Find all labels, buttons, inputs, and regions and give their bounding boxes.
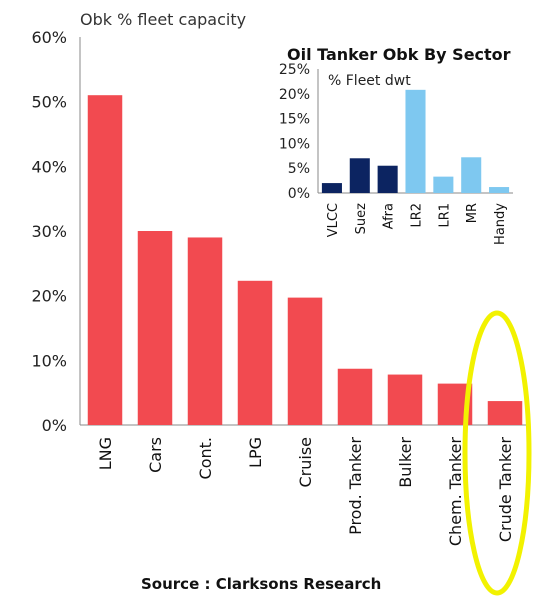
main-y-tick-label: 40% — [31, 157, 67, 176]
inset-y-tick-label: 20% — [279, 87, 310, 103]
x-label-lng: LNG — [96, 437, 115, 470]
x-label-cruise: Cruise — [296, 437, 315, 488]
x-label-prod-tanker: Prod. Tanker — [346, 437, 365, 535]
inset-bar-suez — [349, 158, 370, 193]
bar-crude-tanker — [487, 401, 523, 425]
inset-x-label-mr: MR — [465, 203, 480, 223]
bar-prod-tanker — [337, 368, 373, 425]
x-label-lpg: LPG — [246, 437, 265, 468]
x-label-crude-tanker: Crude Tanker — [496, 437, 515, 543]
inset-y-tick-label: 5% — [288, 161, 310, 177]
inset-title: Oil Tanker Obk By Sector — [287, 45, 511, 64]
inset-y-tick-label: 25% — [279, 62, 310, 78]
source-note: Source : Clarksons Research — [141, 575, 381, 593]
crude-tanker-highlight-ellipse — [462, 310, 532, 596]
main-y-axis-title: Obk % fleet capacity — [80, 10, 246, 29]
bar-lng — [87, 95, 123, 425]
inset-x-label-lr1: LR1 — [437, 203, 452, 228]
inset-y-axis-title: % Fleet dwt — [328, 73, 411, 89]
main-y-tick-label: 60% — [31, 28, 67, 47]
inset-x-label-handy: Handy — [493, 203, 508, 245]
main-y-tick-label: 30% — [31, 222, 67, 241]
inset-x-label-afra: Afra — [382, 203, 397, 229]
bar-bulker — [387, 374, 423, 425]
x-label-cars: Cars — [146, 437, 165, 473]
x-label-chem-tanker: Chem. Tanker — [446, 437, 465, 547]
inset-x-label-suez: Suez — [354, 203, 369, 234]
main-y-tick-label: 20% — [31, 287, 67, 306]
main-y-tick-label: 50% — [31, 93, 67, 112]
inset-bar-afra — [377, 165, 398, 193]
main-y-tick-label: 0% — [42, 416, 67, 435]
inset-y-tick-label: 0% — [288, 186, 310, 202]
inset-x-label-lr2: LR2 — [410, 203, 425, 228]
bar-cont — [187, 237, 223, 425]
bar-lpg — [237, 280, 273, 425]
main-y-tick-label: 10% — [31, 351, 67, 370]
inset-bar-vlcc — [321, 183, 342, 193]
inset-x-label-vlcc: VLCC — [326, 203, 341, 237]
bar-cars — [137, 231, 173, 425]
bar-cruise — [287, 297, 323, 425]
inset-bar-lr2 — [405, 89, 426, 193]
inset-bar-lr1 — [433, 176, 454, 193]
x-label-cont: Cont. — [196, 437, 215, 479]
inset-y-tick-label: 10% — [279, 136, 310, 152]
inset-bar-mr — [461, 157, 482, 193]
x-label-bulker: Bulker — [396, 437, 415, 488]
inset-y-tick-label: 15% — [279, 112, 310, 128]
inset-bar-handy — [489, 187, 510, 193]
